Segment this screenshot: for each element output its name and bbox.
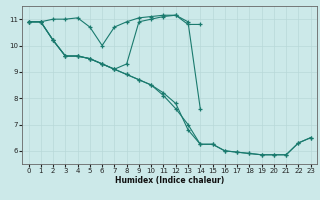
X-axis label: Humidex (Indice chaleur): Humidex (Indice chaleur)	[115, 176, 224, 185]
